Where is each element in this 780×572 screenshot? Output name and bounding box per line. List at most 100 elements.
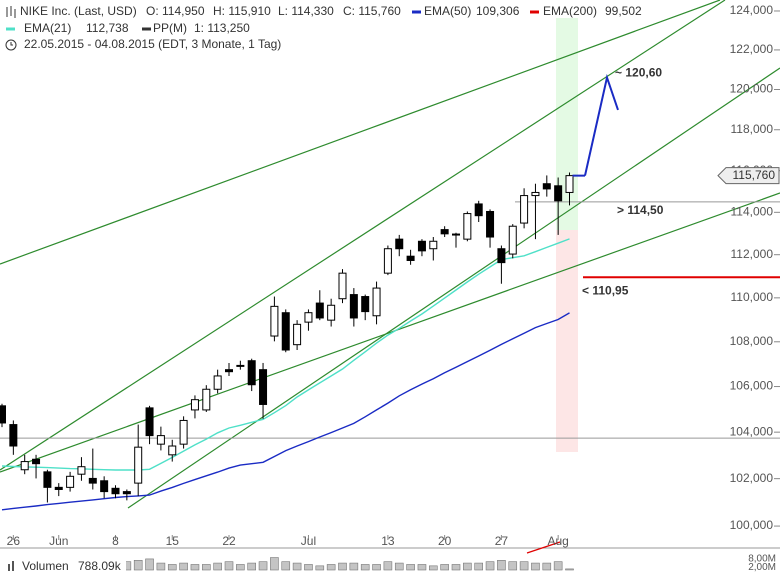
candle-body [338, 272, 347, 300]
legend-value: 109,306 [476, 4, 520, 18]
header: NIKE Inc. (Last, USD) O: 114,950 H: 115,… [5, 4, 642, 51]
volume-bar [531, 562, 540, 571]
plot-background [0, 0, 780, 554]
open-value: O: 114,950 [146, 4, 205, 18]
trend-line [0, 0, 726, 471]
volume-axis-box [736, 552, 780, 572]
forecast-line [584, 73, 619, 176]
forecast-zone-down [556, 230, 578, 452]
volume-bar [497, 560, 506, 571]
y-tick-label: 124,000 [730, 3, 774, 17]
candle-body [463, 213, 472, 240]
x-tick-label: 15 [166, 534, 180, 548]
legend-name: EMA(50) [424, 4, 471, 18]
legend-value: 99,502 [605, 4, 642, 18]
y-tick-label: 106,000 [730, 379, 774, 393]
annotation: < 110,95 [582, 283, 629, 297]
candle-body [474, 203, 483, 217]
volume-bar [338, 562, 347, 571]
candle-body [349, 294, 358, 319]
volume-bar [519, 561, 529, 571]
volume-bar [428, 565, 438, 571]
volume-tick-label: 8,00M [748, 554, 776, 565]
y-tick-label: 110,000 [731, 290, 774, 304]
volume-tick-label: 2,00M [748, 562, 776, 572]
title: NIKE Inc. (Last, USD) [20, 4, 137, 18]
candle-body [383, 248, 392, 274]
candle-body [520, 195, 529, 224]
candle-body [542, 183, 551, 190]
last-price-box [717, 167, 780, 185]
volume-bar [542, 562, 552, 571]
indicator-line [1, 312, 570, 511]
candle-body [9, 424, 18, 447]
period: 22.05.2015 - 04.08.2015 (EDT, 3 Monate, … [24, 37, 281, 51]
volume-bar [326, 564, 336, 571]
x-tick-label: Aug [547, 534, 568, 548]
volume-bar [360, 564, 370, 571]
volume-bar [474, 562, 484, 571]
legend-name: EMA(200) [543, 4, 597, 18]
candle-body [406, 255, 415, 261]
candle-body [452, 233, 460, 236]
candle-body [281, 312, 290, 351]
candle-body [236, 364, 245, 367]
volume-bar [281, 561, 291, 571]
trend-line [0, 0, 721, 265]
x-tick-label: Jul [301, 534, 316, 548]
volume-name: Volumen [22, 559, 69, 572]
volume-bar [485, 561, 495, 571]
low-value: L: 114,330 [278, 4, 334, 18]
volume-bar [224, 561, 234, 571]
volume-bar [213, 562, 222, 571]
candle-body [531, 191, 540, 197]
x-tick-label: 13 [381, 534, 395, 548]
volume-bar [372, 564, 381, 571]
volume-bar [247, 562, 256, 571]
volume-bar [292, 562, 302, 571]
x-tick-label: 27 [495, 534, 509, 548]
x-tick-label: 8 [112, 534, 119, 548]
y-tick-label: 112,000 [731, 247, 774, 261]
candle-body [100, 480, 109, 493]
candle-body [508, 225, 517, 255]
x-tick-label: 20 [438, 534, 452, 548]
candle-body [361, 296, 370, 313]
volume-bar [394, 562, 404, 571]
indicator-line [1, 238, 570, 471]
volume-bar [202, 564, 211, 571]
volume-last: 788.09k [78, 559, 122, 572]
volume-bar [179, 562, 188, 571]
volume-bar [304, 564, 313, 571]
x-tick-label: 26 [7, 534, 21, 548]
chart-icon [6, 6, 16, 18]
legend-name: EMA(21) [24, 21, 71, 35]
candle-body [259, 369, 268, 405]
candle-body [179, 419, 188, 445]
trend-line [0, 192, 780, 473]
candle-body [0, 405, 6, 424]
volume-bar [565, 568, 574, 571]
y-tick-label: 120,000 [730, 82, 774, 96]
volume-bar [133, 560, 143, 571]
volume-bar [270, 557, 279, 571]
candle-body [88, 477, 97, 484]
y-tick-label: 104,000 [730, 424, 774, 438]
candle-body [77, 466, 86, 475]
candle-body [497, 248, 506, 264]
trend-line [127, 67, 780, 509]
candle-body [315, 302, 324, 319]
volume-bar [508, 561, 518, 571]
volume-bar [406, 564, 415, 571]
candle-body [134, 446, 143, 484]
volume-icon [8, 561, 14, 571]
volume-bar [463, 562, 472, 571]
candle-body [225, 369, 233, 373]
candle-body [122, 491, 131, 495]
candle-body [43, 471, 52, 488]
candle-body [20, 461, 29, 471]
y-tick-label: 122,000 [730, 42, 774, 56]
candle-body [32, 458, 41, 465]
volume-bar [349, 562, 359, 571]
